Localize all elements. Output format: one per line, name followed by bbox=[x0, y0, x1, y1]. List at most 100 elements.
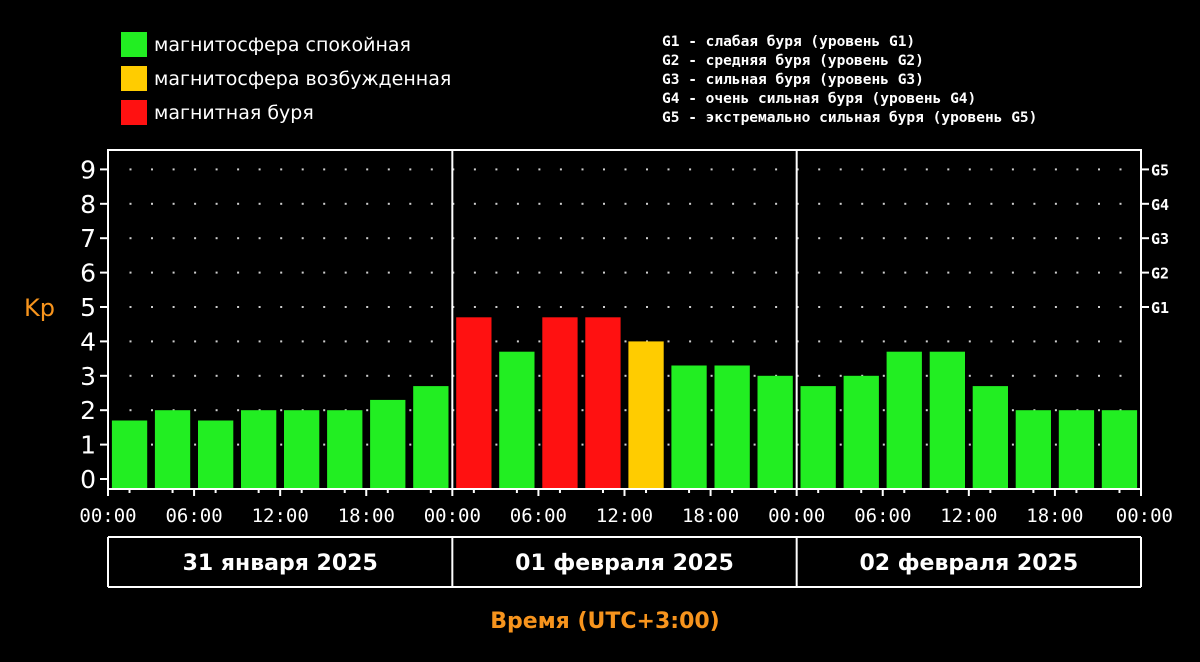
kp-bar bbox=[111, 420, 148, 489]
grid-dot bbox=[151, 237, 153, 240]
grid-dot bbox=[387, 271, 390, 274]
grid-dot bbox=[990, 168, 993, 171]
grid-dot bbox=[753, 202, 756, 205]
grid-dot bbox=[172, 237, 175, 240]
grid-dot bbox=[710, 409, 713, 412]
grid-dot bbox=[194, 340, 197, 343]
ytick-label: 1 bbox=[80, 431, 96, 460]
storm-level-label: G4 - очень сильная буря (уровень G4) bbox=[662, 91, 976, 107]
grid-dot bbox=[861, 168, 864, 171]
grid-dot bbox=[1054, 374, 1057, 377]
kp-bar bbox=[671, 365, 707, 489]
grid-dot bbox=[1011, 202, 1014, 205]
xtick-label: 06:00 bbox=[510, 505, 567, 527]
grid-dot bbox=[495, 374, 498, 377]
grid-dot bbox=[387, 168, 390, 171]
grid-dot bbox=[559, 168, 562, 171]
ytick-label: 0 bbox=[80, 465, 96, 494]
grid-dot bbox=[796, 409, 799, 412]
grid-dot bbox=[947, 306, 950, 308]
grid-dot bbox=[323, 374, 326, 377]
grid-dot bbox=[430, 202, 433, 205]
grid-dot bbox=[194, 306, 197, 308]
grid-dot bbox=[818, 340, 821, 343]
grid-dot bbox=[1098, 306, 1100, 308]
ytick-label: 8 bbox=[80, 190, 96, 219]
grid-dot bbox=[667, 443, 670, 446]
grid-dot bbox=[689, 237, 692, 240]
grid-dot bbox=[667, 168, 670, 171]
grid-dot bbox=[1054, 409, 1057, 412]
grid-dot bbox=[775, 340, 778, 343]
grid-dot bbox=[151, 306, 153, 308]
grid-dot bbox=[387, 202, 390, 205]
grid-dot bbox=[796, 306, 799, 308]
grid-dot bbox=[796, 168, 799, 171]
grid-dot bbox=[839, 202, 842, 205]
grid-dot bbox=[581, 237, 584, 240]
grid-dot bbox=[1076, 340, 1079, 343]
grid-dot bbox=[882, 443, 885, 446]
legend-label: магнитная буря bbox=[154, 102, 314, 124]
grid-dot bbox=[409, 237, 412, 240]
grid-dot bbox=[990, 271, 993, 274]
grid-dot bbox=[732, 237, 735, 240]
grid-dot bbox=[473, 168, 476, 171]
grid-dot bbox=[753, 306, 756, 308]
grid-dot bbox=[129, 271, 132, 274]
grid-dot bbox=[495, 443, 498, 446]
grid-dot bbox=[1011, 409, 1014, 412]
grid-dot bbox=[258, 374, 261, 377]
grid-dot bbox=[624, 202, 627, 205]
grid-dot bbox=[344, 374, 347, 377]
grid-dot bbox=[151, 409, 153, 412]
grid-dot bbox=[538, 409, 541, 412]
grid-dot bbox=[710, 271, 713, 274]
grid-dot bbox=[861, 340, 864, 343]
grid-dot bbox=[990, 202, 993, 205]
kp-bar bbox=[198, 420, 234, 489]
grid-dot bbox=[237, 168, 240, 171]
grid-dot bbox=[947, 340, 950, 343]
grid-dot bbox=[818, 168, 821, 171]
grid-dot bbox=[990, 340, 993, 343]
grid-dot bbox=[151, 168, 153, 171]
grid-dot bbox=[667, 271, 670, 274]
grid-dot bbox=[1098, 340, 1100, 343]
grid-dot bbox=[1033, 340, 1036, 343]
grid-dot bbox=[366, 271, 369, 274]
grid-dot bbox=[473, 237, 476, 240]
grid-dot bbox=[344, 237, 347, 240]
legend-swatch bbox=[121, 66, 147, 91]
grid-dot bbox=[129, 374, 132, 377]
grid-dot bbox=[344, 340, 347, 343]
grid-dot bbox=[990, 237, 993, 240]
labels: 0 1 2 3 4 5 6 7 8 9 G1 G2 G3 G4 G5 Kp 00:00 06:00 12:00 18:… bbox=[24, 155, 1173, 634]
kp-bar bbox=[929, 351, 965, 489]
day-label: 31 января 2025 bbox=[183, 551, 378, 576]
grid-dot bbox=[861, 271, 864, 274]
grid-dot bbox=[409, 202, 412, 205]
grid-dot bbox=[839, 306, 842, 308]
grid-dot bbox=[1076, 202, 1079, 205]
grid-dot bbox=[473, 202, 476, 205]
gtick-label: G5 bbox=[1151, 161, 1169, 179]
grid-dot bbox=[280, 374, 283, 377]
grid-dot bbox=[667, 374, 670, 377]
grid-dot bbox=[387, 374, 390, 377]
grid-dot bbox=[753, 374, 756, 377]
grid-dot bbox=[323, 443, 326, 446]
grid-dot bbox=[882, 271, 885, 274]
grid-dot bbox=[516, 306, 519, 308]
grid-dot bbox=[624, 409, 627, 412]
gtick-label: G3 bbox=[1151, 230, 1169, 248]
grid-dot bbox=[667, 202, 670, 205]
grid-dot bbox=[904, 168, 907, 171]
grid-dot bbox=[839, 168, 842, 171]
grid-dot bbox=[925, 443, 928, 446]
grid-dot bbox=[1119, 202, 1122, 205]
grid-dot bbox=[1098, 168, 1100, 171]
legend: магнитосфера спокойная магнитосфера возбу… bbox=[121, 32, 451, 125]
grid-dot bbox=[861, 306, 864, 308]
xtick-label: 06:00 bbox=[854, 505, 911, 527]
